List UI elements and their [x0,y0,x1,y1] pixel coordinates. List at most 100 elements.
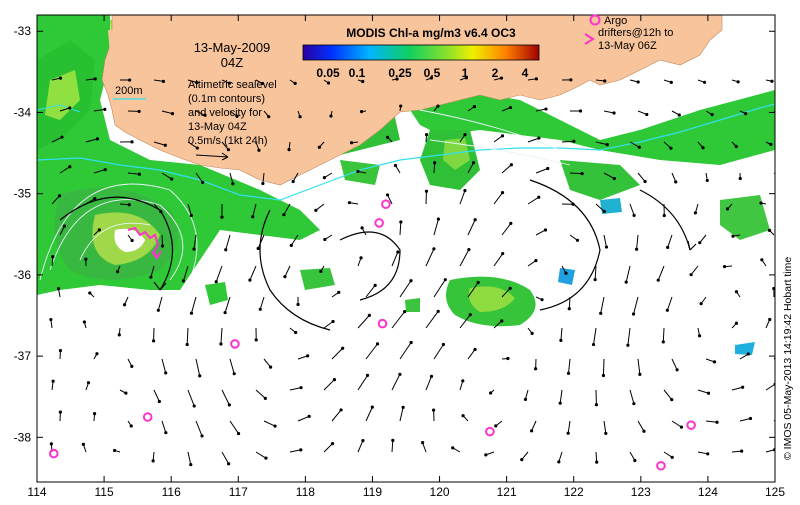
lon-tick-label: 120 [430,485,450,499]
velocity-arrow-head [572,140,575,143]
lon-tick-label: 114 [27,485,46,499]
velocity-arrow-head [251,215,254,218]
velocity-arrow-head [200,434,203,437]
argo-line-2: drifters@12h to [598,27,673,39]
velocity-arrow-head [595,461,598,464]
velocity-arrow-head [360,226,363,229]
velocity-arrow-head [224,311,227,314]
velocity-arrow-head [130,140,133,143]
velocity-arrow-head [319,270,322,273]
velocity-arrow-head [138,173,141,176]
velocity-arrow [663,328,664,342]
sealevel-line-1: Altimetric sealevel [188,79,277,91]
velocity-arrow-head [723,265,726,268]
velocity-arrow-head [473,105,476,108]
velocity-arrow-head [735,322,738,325]
velocity-arrow-head [68,165,71,168]
velocity-arrow-head [544,228,547,231]
velocity-arrow-head [131,239,134,242]
velocity-arrow-head [170,177,173,180]
velocity-arrow-head [530,429,533,432]
velocity-arrow-head [360,110,363,113]
velocity-arrow-head [768,229,771,232]
velocity-arrow-head [606,143,609,146]
velocity-arrow-head [273,424,276,427]
velocity-arrow-head [663,214,666,217]
velocity-arrow-head [171,112,174,115]
velocity-arrow-head [713,360,716,363]
velocity-arrow-head [432,409,435,412]
map-time: 04Z [221,55,243,70]
velocity-arrow-head [386,193,389,196]
velocity-arrow-head [60,136,63,139]
sealevel-line-2: (0.1m contours) [188,93,265,105]
velocity-arrow-head [735,290,738,293]
velocity-arrow [162,235,163,246]
velocity-arrow-head [670,81,673,84]
velocity-arrow-head [294,82,297,85]
velocity-arrow-head [567,432,570,435]
velocity-arrow-head [237,432,240,435]
velocity-arrow-head [632,312,635,315]
velocity-arrow-head [740,450,743,453]
velocity-arrow-head [666,309,669,312]
velocity-arrow-head [308,415,311,418]
velocity-arrow-head [776,174,779,177]
velocity-arrow-head [501,252,504,255]
velocity-arrow-head [186,343,189,346]
velocity-arrow-head [51,380,54,383]
velocity-arrow-head [398,373,401,376]
velocity-arrow-head [737,80,740,83]
velocity-arrow-head [192,247,195,250]
velocity-arrow-head [437,310,440,313]
velocity-arrow [603,359,604,376]
velocity-arrow-head [298,115,301,118]
velocity-arrow-head [747,352,750,355]
velocity-arrow-head [323,238,326,241]
velocity-arrow-head [410,341,413,344]
velocity-arrow-head [501,134,504,137]
velocity-arrow-head [59,410,62,413]
velocity-arrow-head [546,167,549,170]
velocity-arrow-head [361,80,364,83]
colorbar-gradient [303,45,539,60]
velocity-arrow-head [645,113,648,116]
velocity-arrow-head [625,281,628,284]
velocity-arrow-head [95,352,98,355]
argo-line-3: 13-May 06Z [598,40,657,52]
velocity-arrow-head [540,298,543,301]
velocity-arrow-head [626,344,629,347]
velocity-arrow-head [726,207,729,210]
velocity-arrow-head [50,442,53,445]
velocity-arrow-head [294,331,297,334]
velocity-arrow-head [535,77,538,80]
velocity-arrow-head [669,147,672,150]
lon-tick-label: 115 [95,485,114,499]
lat-tick-label: -33 [14,24,32,38]
velocity-arrow-head [633,214,636,217]
velocity-arrow-head [94,77,97,80]
velocity-arrow-head [318,146,321,149]
velocity-arrow-head [576,239,579,242]
velocity-arrow-head [88,291,91,294]
colorbar-label: 0.1 [349,66,366,80]
velocity-arrow-head [569,78,572,81]
velocity-arrow-head [123,303,126,306]
map-date: 13-May-2009 [194,40,271,55]
velocity-arrow-head [158,400,161,403]
velocity-arrow-head [537,196,540,199]
velocity-arrow-head [190,214,193,217]
velocity-arrow-head [680,426,683,429]
velocity-arrow-head [96,137,99,140]
velocity-arrow-head [152,459,155,462]
colorbar-label: 4 [522,66,529,80]
velocity-arrow-head [564,272,567,275]
velocity-arrow-head [643,180,646,183]
velocity-arrow-head [376,342,379,345]
velocity-arrow-head [296,303,299,306]
velocity-arrow-head [57,287,60,290]
velocity-arrow-head [113,449,116,452]
velocity-arrow-head [51,255,54,258]
